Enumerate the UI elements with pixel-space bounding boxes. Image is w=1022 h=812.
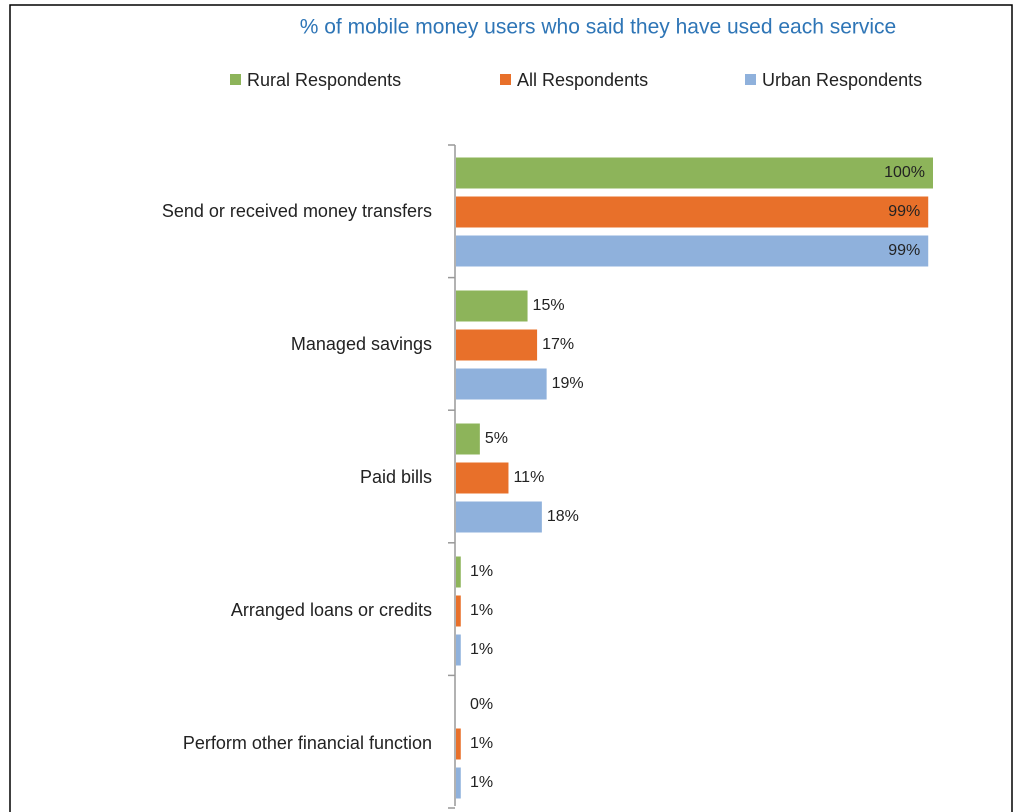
data-label: 11% (513, 469, 544, 486)
legend-label: Urban Respondents (762, 70, 922, 90)
data-label: 1% (470, 563, 493, 580)
data-label: 1% (470, 735, 493, 752)
bar (456, 634, 461, 666)
legend-swatch (500, 74, 511, 85)
data-label: 99% (888, 203, 920, 220)
bar (456, 501, 542, 533)
data-label: 18% (547, 508, 579, 525)
bar (456, 462, 509, 494)
data-label: 17% (542, 336, 574, 353)
bar (456, 329, 538, 361)
data-label: 19% (552, 375, 584, 392)
bar (456, 196, 929, 228)
category-label: Paid bills (360, 467, 432, 487)
bar (456, 368, 547, 400)
bar (456, 595, 461, 627)
legend-swatch (230, 74, 241, 85)
bar (456, 157, 933, 189)
legend-label: Rural Respondents (247, 70, 401, 90)
chart-subtitle: % of mobile money users who said they ha… (300, 16, 896, 39)
category-label: Perform other financial function (183, 733, 432, 753)
bar (456, 767, 461, 799)
data-label: 15% (533, 297, 565, 314)
bar (456, 556, 461, 588)
bar (456, 235, 929, 267)
frame (9, 4, 1013, 812)
data-label: 5% (485, 430, 508, 447)
data-label: 0% (470, 696, 493, 713)
data-label: 100% (884, 164, 925, 181)
data-label: 99% (888, 242, 920, 259)
data-label: 1% (470, 641, 493, 658)
bar (456, 290, 528, 322)
category-label: Managed savings (291, 334, 432, 354)
legend-swatch (745, 74, 756, 85)
legend-label: All Respondents (517, 70, 648, 90)
bar (456, 423, 480, 455)
data-label: 1% (470, 774, 493, 791)
category-label: Send or received money transfers (162, 201, 432, 221)
category-label: Arranged loans or credits (231, 600, 432, 620)
bar (456, 728, 461, 760)
data-label: 1% (470, 602, 493, 619)
